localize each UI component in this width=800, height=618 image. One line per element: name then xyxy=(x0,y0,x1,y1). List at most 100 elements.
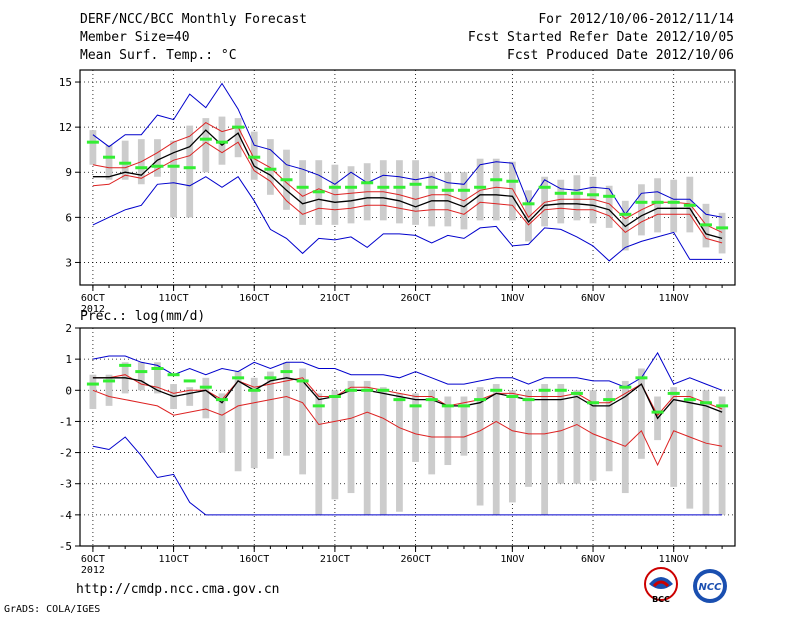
temp-line-upper xyxy=(92,121,723,233)
prec-spread-bar xyxy=(299,368,307,475)
variable-label: Mean Surf. Temp.: °C xyxy=(80,48,237,63)
temp-spread-bar xyxy=(412,160,419,225)
prec-ytick-label: -2 xyxy=(59,447,72,460)
temp-spread-bar xyxy=(250,131,258,180)
prec-xtick-label: 21OCT xyxy=(320,554,350,565)
temp-spread-bar xyxy=(508,161,516,221)
prec-ytick-label: -3 xyxy=(59,478,72,491)
temp-spread-bar xyxy=(379,160,387,221)
bcc-logo: BCC xyxy=(644,567,678,604)
temp-xtick-label: 11NOV xyxy=(659,293,689,304)
temp-spread-bar xyxy=(186,125,194,218)
prec-line-upper xyxy=(92,374,723,417)
ncc-logo-text: NCC xyxy=(698,582,722,593)
temp-ytick-label: 15 xyxy=(59,76,72,89)
ncc-logo: NCC xyxy=(693,569,727,603)
prec-ytick-label: -4 xyxy=(59,509,73,522)
prec-spread-bar xyxy=(105,374,113,406)
prec-spread-bar xyxy=(638,368,645,459)
temp-spread-bar xyxy=(573,175,581,221)
prec-xtick-label: 11NOV xyxy=(659,554,689,565)
prec-xtick-label: 1NOV xyxy=(500,554,524,565)
chart-title: DERF/NCC/BCC Monthly Forecast xyxy=(80,12,307,27)
prec-spread-bar xyxy=(686,390,694,509)
temp-spread-bar xyxy=(557,179,565,224)
temp-xtick-label: 6OCT xyxy=(81,293,105,304)
prec-line-lower xyxy=(92,389,723,467)
temp-ytick-label: 3 xyxy=(65,256,72,269)
temp-spread-bar xyxy=(154,139,161,177)
prec-spread-bar xyxy=(605,390,613,472)
temp-spread-bar xyxy=(541,176,549,227)
temp-spread-bar xyxy=(121,140,129,180)
prec-spread-bar xyxy=(589,390,597,481)
temp-spread-bar xyxy=(444,172,452,227)
temp-spread-bar xyxy=(589,176,597,224)
prec-spread-bar xyxy=(89,374,97,409)
forecast-started: Fcst Started Refer Date 2012/10/05 xyxy=(467,30,734,45)
temp-line-lower xyxy=(92,141,723,244)
forecast-period: For 2012/10/06-2012/11/14 xyxy=(538,12,734,27)
prec-spread-bar xyxy=(283,362,290,456)
temp-ytick-label: 12 xyxy=(59,121,72,134)
prec-spread-bar xyxy=(331,390,339,500)
temp-line-mean xyxy=(92,129,723,240)
temp-spread-bar xyxy=(654,178,661,233)
forecast-produced: Fcst Produced Date 2012/10/06 xyxy=(507,48,734,63)
prec-spread-bar xyxy=(218,393,226,453)
member-size: Member Size=40 xyxy=(80,30,190,45)
prec-ytick-label: 0 xyxy=(65,384,72,397)
prec-spread-bar xyxy=(266,371,274,459)
prec-spread-bar xyxy=(250,377,258,469)
temp-spread-bar xyxy=(718,212,726,254)
prec-spread-bar xyxy=(492,384,500,515)
prec-spread-bar xyxy=(476,387,484,506)
temp-spread-bar xyxy=(347,166,355,224)
temp-spread-bar xyxy=(670,179,678,233)
temp-spread-bar xyxy=(428,172,436,227)
prec-line-max xyxy=(92,351,723,391)
temp-spread-bar xyxy=(170,140,177,218)
prec-spread-bar xyxy=(557,384,565,484)
prec-line-min xyxy=(92,436,723,516)
prec-spread-bar xyxy=(525,390,532,487)
prec-spread-bar xyxy=(379,387,387,515)
prec-spread-bar xyxy=(444,396,452,466)
source-url[interactable]: http://cmdp.ncc.cma.gov.cn xyxy=(76,582,280,597)
temp-spread-bar xyxy=(234,118,242,158)
prec-spread-bar xyxy=(573,390,581,484)
temp-line-max xyxy=(92,82,723,218)
prec-spread-bar xyxy=(154,362,161,394)
temp-line-min xyxy=(92,176,723,262)
temp-spread-bar xyxy=(605,185,613,228)
prec-ytick-label: -5 xyxy=(59,540,72,553)
prec-ytick-label: 2 xyxy=(65,322,72,335)
temp-xtick-label: 26OCT xyxy=(401,293,431,304)
prec-spread-bar xyxy=(428,390,436,475)
prec-plot-frame xyxy=(79,327,736,547)
prec-spread-bar xyxy=(186,387,194,406)
prec-xtick-label: 6OCT xyxy=(81,554,105,565)
prec-ytick-label: 1 xyxy=(65,353,72,366)
prec-spread-bar xyxy=(460,396,468,456)
prec-spread-bar xyxy=(347,380,355,494)
precip-label: Prec.: log(mm/d) xyxy=(80,309,206,324)
prec-year-label: 2012 xyxy=(81,565,105,576)
prec-spread-bar xyxy=(702,390,710,515)
prec-spread-bar xyxy=(508,390,516,503)
temp-spread-bar xyxy=(105,145,113,180)
prec-line-mean xyxy=(92,377,723,420)
bcc-logo-text: BCC xyxy=(652,595,670,604)
prec-spread-bar xyxy=(718,396,726,515)
temp-xtick-label: 6NOV xyxy=(581,293,605,304)
prec-spread-bar xyxy=(315,393,323,515)
temp-spread-bar xyxy=(492,158,500,221)
temp-xtick-label: 11OCT xyxy=(159,293,189,304)
temp-spread-bar xyxy=(218,116,226,165)
prec-spread-bar xyxy=(396,393,403,512)
prec-spread-bar xyxy=(670,387,678,487)
temp-ytick-label: 9 xyxy=(65,166,72,179)
grads-credit: GrADS: COLA/IGES xyxy=(4,604,101,615)
prec-spread-bar xyxy=(202,377,210,419)
